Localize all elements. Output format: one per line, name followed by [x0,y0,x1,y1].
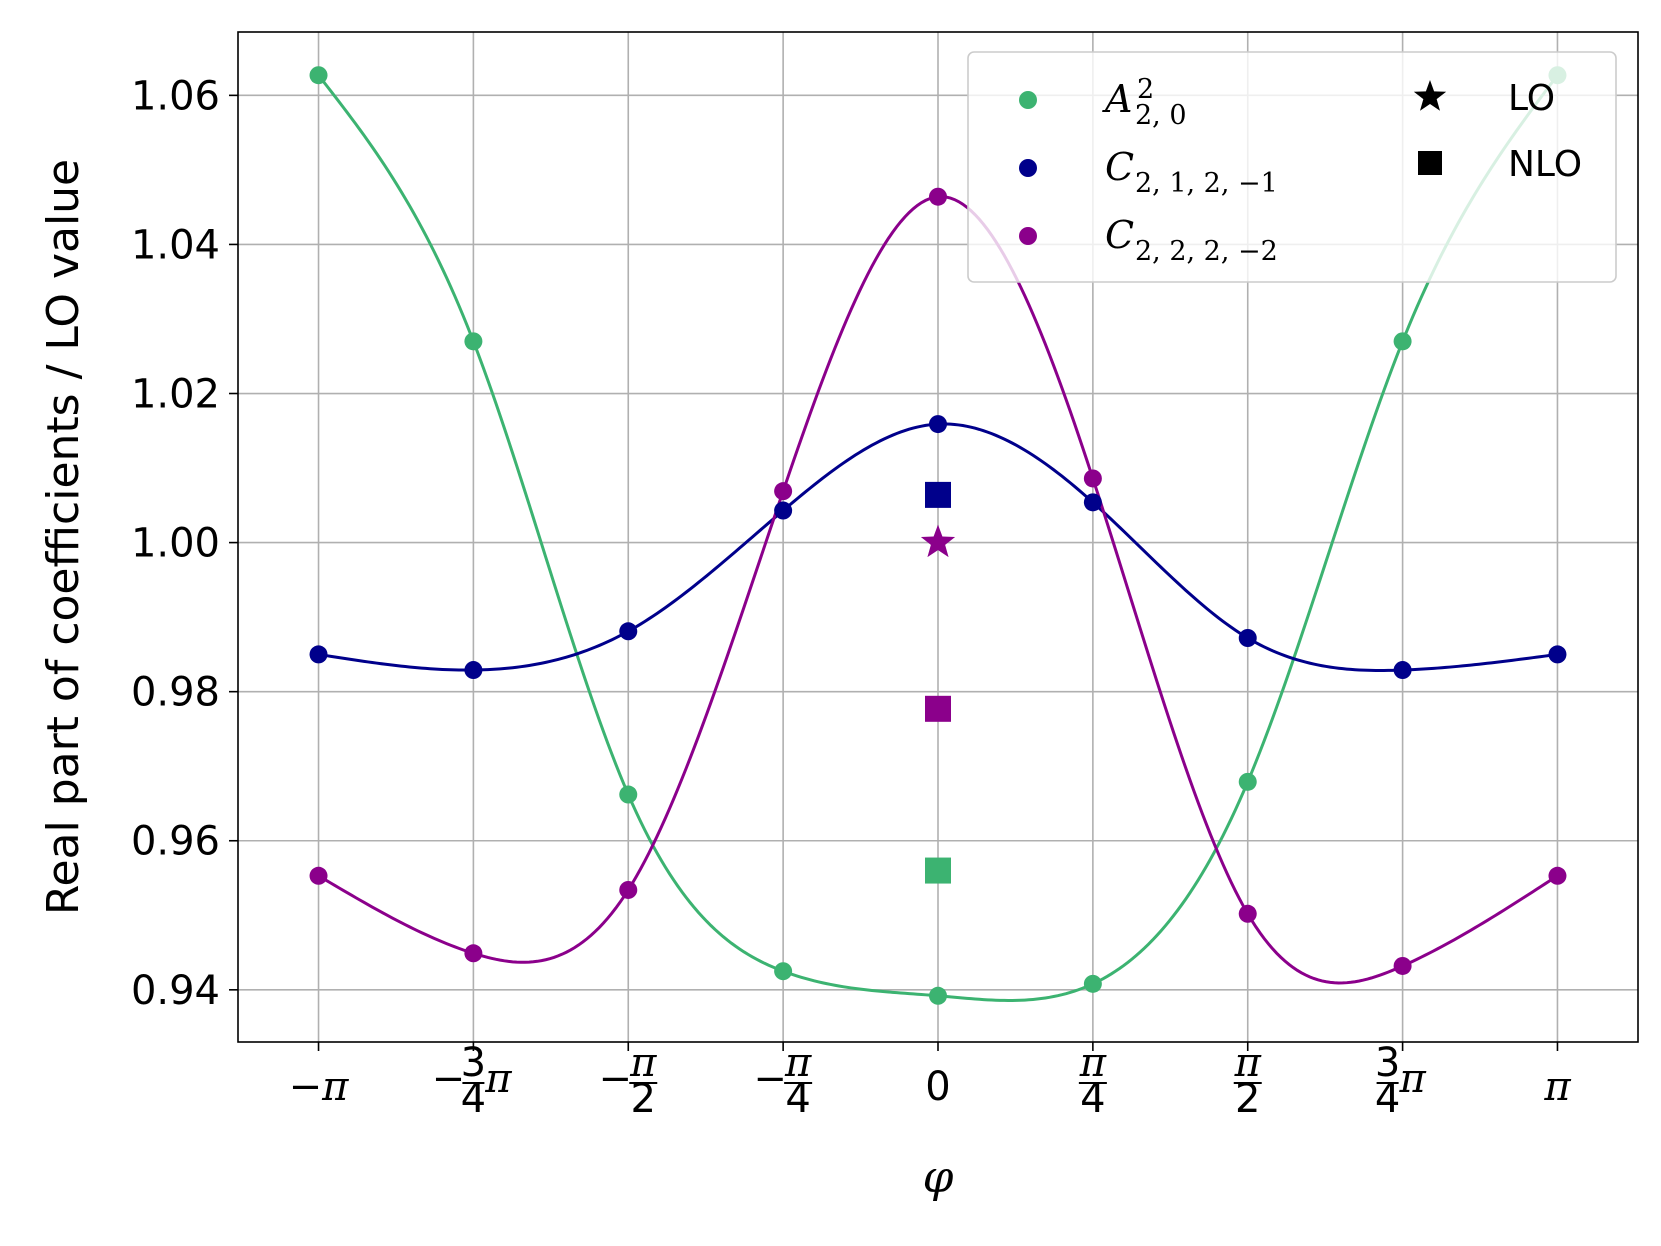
data-point [619,622,638,641]
y-tick-label: 0.94 [131,968,220,1014]
data-point [1238,772,1257,791]
y-axis-label: Real part of coefficients / LO value [38,159,89,915]
nlo-square [925,695,951,722]
data-point [1548,645,1567,664]
x-tick-label: π [1543,1064,1571,1110]
tick-denominator: 4 [1375,1076,1400,1122]
legend-marker-label: LO [1508,78,1555,119]
legend-symbol: C [1105,145,1134,189]
x-tick-label: −π [289,1064,350,1110]
data-point [1083,469,1102,488]
legend-marker [1019,159,1037,177]
y-tick-label: 1.06 [131,73,220,119]
data-point [464,661,483,680]
legend-marker [1019,91,1037,109]
legend-subscript: 2, 0 [1135,100,1187,131]
tick-sign: − [753,1056,787,1102]
nlo-square [925,857,951,884]
tick-denominator: 4 [1080,1076,1105,1122]
x-tick-text: π [1543,1064,1571,1110]
x-tick-label: −34 π [432,1040,513,1122]
tick-sign: − [289,1064,323,1110]
lo-star [920,524,956,558]
nlo-square [925,481,951,508]
tick-numerator: π [1079,1040,1107,1086]
data-point [309,66,328,85]
tick-denominator: 2 [1235,1076,1260,1122]
data-point [774,501,793,520]
x-tick-text: −π [289,1064,350,1110]
data-point [929,986,947,1005]
legend-marker [1019,227,1037,245]
data-point [309,866,328,885]
legend-symbol: A [1102,77,1132,121]
data-point [309,645,328,664]
legend-label: C [1105,213,1134,257]
legend-subscript: 2, 1, 2, −1 [1135,168,1278,199]
tick-numerator: 3 [1375,1040,1400,1086]
legend-label: A [1102,77,1132,121]
legend-symbol: C [1105,213,1134,257]
data-points [309,66,1567,1005]
tick-numerator: 3 [461,1040,486,1086]
data-point [1238,629,1257,647]
legend-subscript: 2, 2, 2, −2 [1135,236,1278,267]
tick-denominator: 4 [785,1076,810,1122]
tick-numerator: π [1234,1040,1262,1086]
data-point [619,785,638,804]
x-tick-label: π4 [1079,1040,1107,1122]
tick-denominator: 2 [631,1076,656,1122]
x-tick-label: −π4 [753,1040,813,1122]
tick-numerator: π [784,1040,812,1086]
star-icon [1413,80,1447,111]
legend-box [967,51,1617,283]
data-point [1548,866,1567,885]
data-point [1393,956,1412,975]
y-tick-label: 1.02 [131,372,220,418]
lo-marker [920,524,956,558]
data-point [464,332,483,351]
x-tick-label: π2 [1234,1040,1262,1122]
tick-symbol: π [484,1056,512,1102]
tick-denominator: 4 [461,1076,486,1122]
data-point [1393,661,1412,680]
data-point [774,962,793,981]
tick-numerator: π [629,1040,657,1086]
legend-superscript: 2 [1137,74,1154,105]
x-tick-label: −π2 [599,1040,658,1122]
data-point [1083,974,1102,993]
y-tick-label: 0.98 [131,670,220,716]
nlo-markers [925,481,951,884]
y-axis-ticks: 0.94 0.96 0.98 1.00 1.02 1.04 1.06 [131,73,238,1014]
square-icon [1418,151,1442,175]
tick-symbol: π [1398,1056,1426,1102]
data-point [929,187,947,206]
x-axis-label: φ [923,1152,954,1203]
x-tick-label: 0 [925,1064,950,1110]
data-point [1238,904,1257,923]
legend-label: C [1105,145,1134,189]
data-point [464,944,483,963]
data-point [1393,332,1412,351]
data-point [1083,493,1102,512]
x-tick-text: 0 [925,1064,950,1110]
tick-symbol: π [1543,1064,1571,1110]
tick-symbol: π [321,1064,349,1110]
y-tick-label: 1.00 [131,521,220,567]
data-point [929,415,947,434]
y-tick-label: 0.96 [131,819,220,865]
data-point [774,482,793,501]
tick-sign: − [432,1056,466,1102]
tick-sign: − [599,1056,633,1102]
data-point [619,880,638,899]
y-tick-label: 1.04 [131,222,220,268]
legend-marker-label: NLO [1508,144,1582,185]
tick-symbol: 0 [925,1064,950,1110]
x-tick-label: 34 π [1375,1040,1427,1122]
